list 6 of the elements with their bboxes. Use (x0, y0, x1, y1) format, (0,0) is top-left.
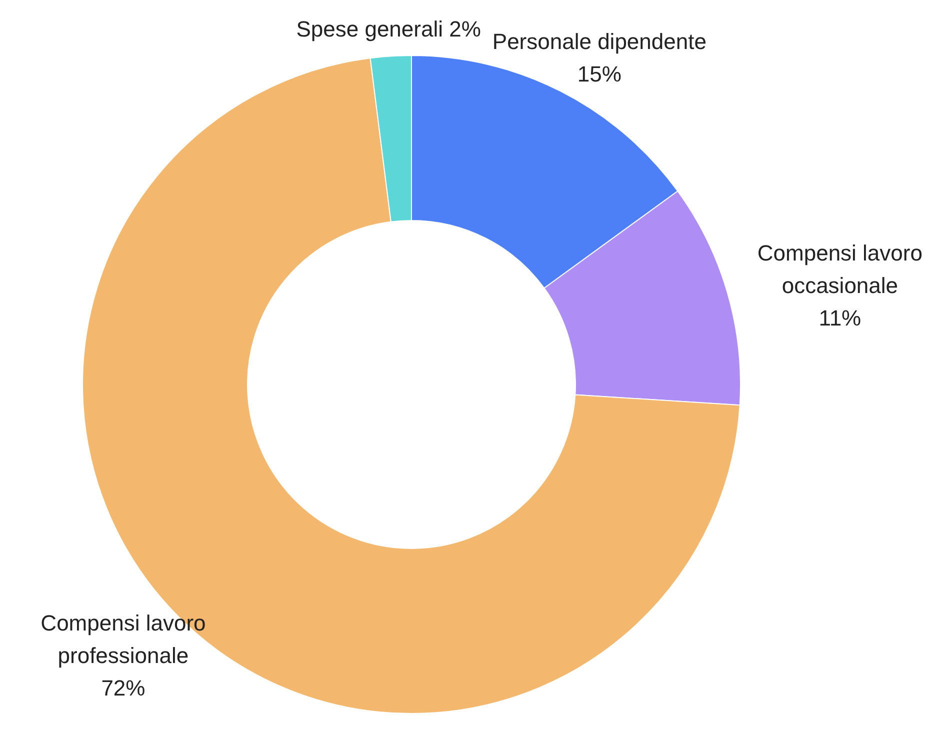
slice-label: Compensi lavoro occasionale (757, 240, 922, 298)
data-label: 15% (577, 62, 622, 87)
slice-label: Personale dipendente (492, 29, 706, 54)
data-label: 72% (101, 676, 146, 701)
slice-label: Spese generali 2% (296, 16, 481, 42)
data-label: 11% (818, 306, 862, 331)
